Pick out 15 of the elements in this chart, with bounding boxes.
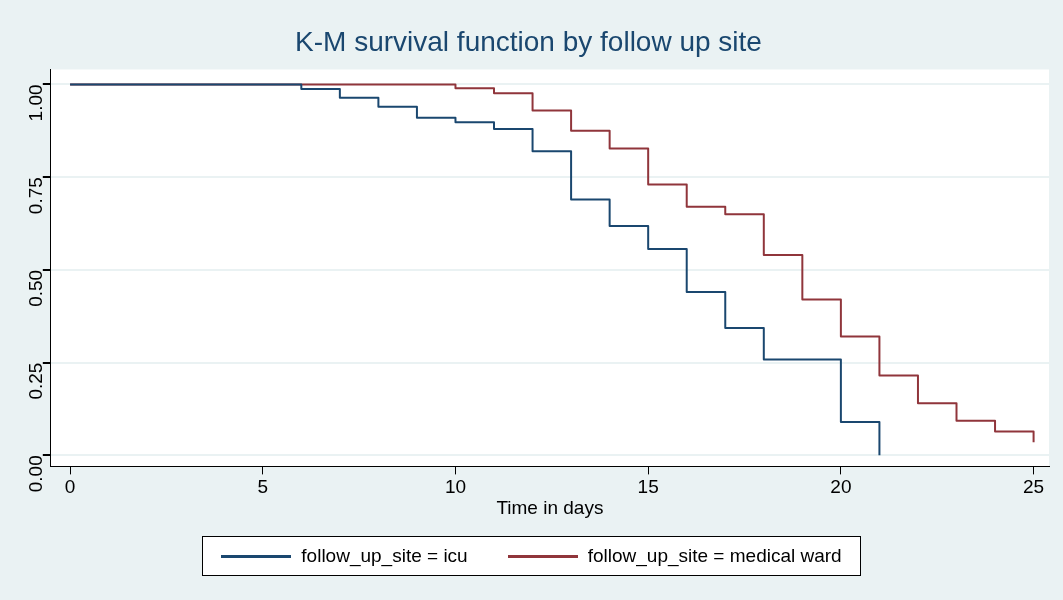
y-tick-label: 0.00 bbox=[25, 455, 47, 493]
x-tick-label: 20 bbox=[830, 476, 852, 498]
y-tick-label: 0.75 bbox=[25, 177, 47, 215]
x-axis-title: Time in days bbox=[496, 496, 604, 518]
x-tick-label: 15 bbox=[637, 476, 659, 498]
chart-title: K-M survival function by follow up site bbox=[295, 25, 762, 57]
legend-label: follow_up_site = icu bbox=[301, 545, 468, 567]
legend-label: follow_up_site = medical ward bbox=[587, 545, 842, 567]
x-tick-label: 25 bbox=[1023, 476, 1045, 498]
x-tick-label: 5 bbox=[257, 476, 269, 498]
y-tick-label: 1.00 bbox=[25, 84, 47, 122]
y-tick-label: 0.25 bbox=[25, 362, 47, 400]
y-tick-label: 0.50 bbox=[25, 269, 47, 307]
x-tick-label: 10 bbox=[444, 476, 467, 498]
x-tick-label: 0 bbox=[64, 476, 76, 498]
